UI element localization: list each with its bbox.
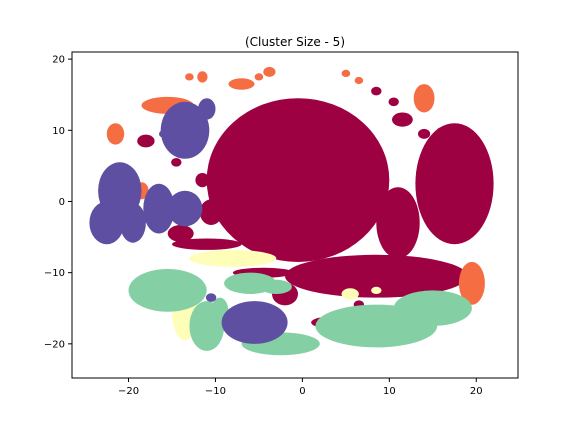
y-tick-label: −10 (44, 268, 65, 279)
y-tick-label: 0 (59, 197, 65, 208)
y-tick-label: 10 (52, 126, 65, 137)
cluster-4-points (128, 269, 472, 356)
cluster-1-region-6 (172, 238, 242, 250)
cluster-5-points (89, 98, 288, 344)
cluster-2-region-11 (458, 261, 485, 305)
cluster-1-region-3 (285, 254, 468, 298)
chart-title: (Cluster Size - 5) (245, 35, 345, 49)
cluster-1-region-13 (195, 173, 210, 188)
cluster-2-region-4 (197, 71, 208, 83)
cluster-4-region-7 (260, 279, 292, 294)
cluster-1-region-18 (418, 128, 431, 139)
cluster-5-region-8 (221, 301, 288, 344)
cluster-1-region-14 (199, 199, 223, 225)
cluster-1-region-5 (392, 112, 413, 127)
cluster-3-region-4 (371, 286, 382, 294)
cluster-5-region-6 (160, 101, 210, 159)
plot-frame (71, 51, 519, 379)
x-axis: −20 −10 0 10 20 (118, 378, 483, 397)
cluster-1-points (137, 86, 494, 329)
cluster-1-region-16 (371, 86, 382, 96)
cluster-5-region-4 (143, 183, 175, 234)
cluster-1-region-7 (167, 225, 194, 242)
cluster-2-region-3 (185, 73, 194, 81)
y-tick-label: 20 (52, 55, 65, 66)
cluster-5-region-9 (205, 293, 217, 302)
x-tick-label: 0 (299, 386, 305, 397)
cluster-2-region-7 (263, 66, 276, 77)
cluster-3-region-1 (189, 249, 277, 267)
cluster-5-region-7 (198, 98, 216, 120)
cluster-5-region-5 (167, 190, 203, 227)
y-axis: 20 10 0 −10 −20 (44, 55, 72, 350)
cluster-1-region-17 (388, 97, 399, 107)
cluster-2-region-6 (254, 73, 264, 81)
cluster-5-region-2 (89, 201, 125, 245)
cluster-1-region-1 (206, 98, 390, 262)
cluster-4-region-1 (128, 269, 207, 312)
cluster-1-region-11 (137, 134, 155, 148)
cluster-1-region-12 (171, 158, 182, 167)
x-tick-label: 20 (470, 386, 483, 397)
cluster-1-region-2 (415, 123, 494, 245)
cluster-4-region-4 (393, 290, 472, 327)
cluster-2-region-9 (354, 76, 364, 85)
x-tick-label: −20 (118, 386, 139, 397)
cluster-2-region-10 (413, 84, 435, 113)
x-tick-label: 10 (383, 386, 396, 397)
cluster-2-region-5 (228, 78, 255, 90)
scatter-points (89, 66, 494, 356)
cluster-5-region-10 (159, 130, 168, 138)
cluster-1-region-4 (376, 187, 420, 259)
x-tick-label: −10 (205, 386, 226, 397)
y-tick-label: −20 (44, 339, 65, 350)
cluster-3-region-3 (341, 288, 359, 300)
cluster-5-region-3 (119, 202, 146, 243)
cluster-2-region-2 (106, 123, 125, 145)
cluster-1-region-19 (436, 127, 447, 136)
cluster-2-region-8 (341, 69, 351, 77)
